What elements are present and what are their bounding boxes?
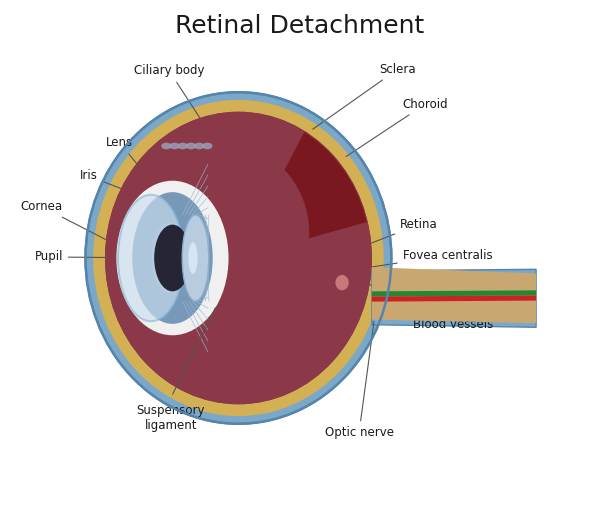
Ellipse shape [202,142,212,149]
Ellipse shape [93,100,383,416]
Polygon shape [372,296,536,302]
Ellipse shape [194,142,205,149]
Text: Choroid: Choroid [346,98,448,156]
Text: Lens: Lens [106,136,194,234]
Polygon shape [284,132,367,238]
Ellipse shape [335,275,349,291]
Ellipse shape [178,142,188,149]
Text: Iris: Iris [79,169,165,205]
Ellipse shape [85,92,391,424]
Text: Cornea: Cornea [21,200,139,257]
Text: Fovea centralis: Fovea centralis [366,249,492,268]
Ellipse shape [169,142,180,149]
Polygon shape [372,269,536,327]
Text: Pupil: Pupil [34,250,164,264]
Text: Retina: Retina [368,218,438,244]
Text: Optic nerve: Optic nerve [325,321,394,439]
Polygon shape [372,291,536,297]
Ellipse shape [154,224,191,292]
Ellipse shape [116,181,229,335]
Ellipse shape [188,242,197,274]
Ellipse shape [132,192,213,324]
Text: Suspensory
ligament: Suspensory ligament [136,404,205,432]
Ellipse shape [105,112,372,404]
Text: Ciliary body: Ciliary body [134,64,209,132]
Text: Optic disc
(blind spot): Optic disc (blind spot) [350,278,470,305]
Text: Retinal Detachment: Retinal Detachment [175,14,425,38]
Text: Blood vessels: Blood vessels [374,295,493,331]
Ellipse shape [186,142,196,149]
Polygon shape [372,267,536,323]
Ellipse shape [152,223,188,293]
Ellipse shape [118,195,184,321]
Ellipse shape [182,215,209,301]
Text: Sclera: Sclera [313,62,416,129]
Ellipse shape [161,142,172,149]
Ellipse shape [105,112,372,404]
